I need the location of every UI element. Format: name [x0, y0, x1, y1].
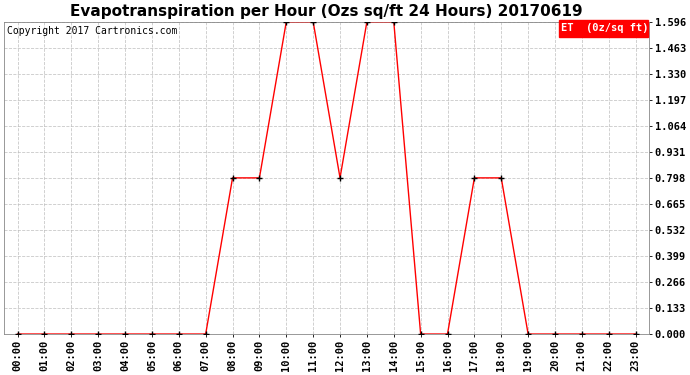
Text: ET  (0z/sq ft): ET (0z/sq ft) — [562, 23, 649, 33]
Text: Copyright 2017 Cartronics.com: Copyright 2017 Cartronics.com — [7, 26, 177, 36]
Title: Evapotranspiration per Hour (Ozs sq/ft 24 Hours) 20170619: Evapotranspiration per Hour (Ozs sq/ft 2… — [70, 4, 583, 19]
